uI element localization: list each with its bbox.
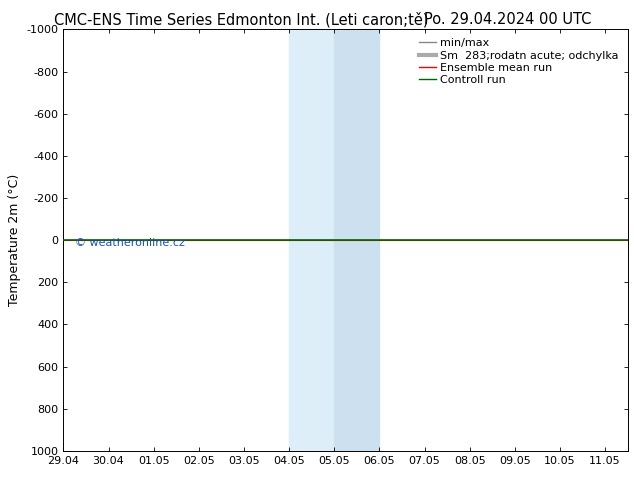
Text: © weatheronline.cz: © weatheronline.cz bbox=[75, 238, 184, 248]
Legend: min/max, Sm  283;rodatn acute; odchylka, Ensemble mean run, Controll run: min/max, Sm 283;rodatn acute; odchylka, … bbox=[416, 35, 622, 88]
Text: Po. 29.04.2024 00 UTC: Po. 29.04.2024 00 UTC bbox=[424, 12, 591, 27]
Y-axis label: Temperature 2m (°C): Temperature 2m (°C) bbox=[8, 174, 21, 306]
Bar bbox=[289, 29, 334, 451]
Text: CMC-ENS Time Series Edmonton Int. (Leti caron;tě): CMC-ENS Time Series Edmonton Int. (Leti … bbox=[54, 12, 428, 28]
Bar bbox=[334, 29, 379, 451]
